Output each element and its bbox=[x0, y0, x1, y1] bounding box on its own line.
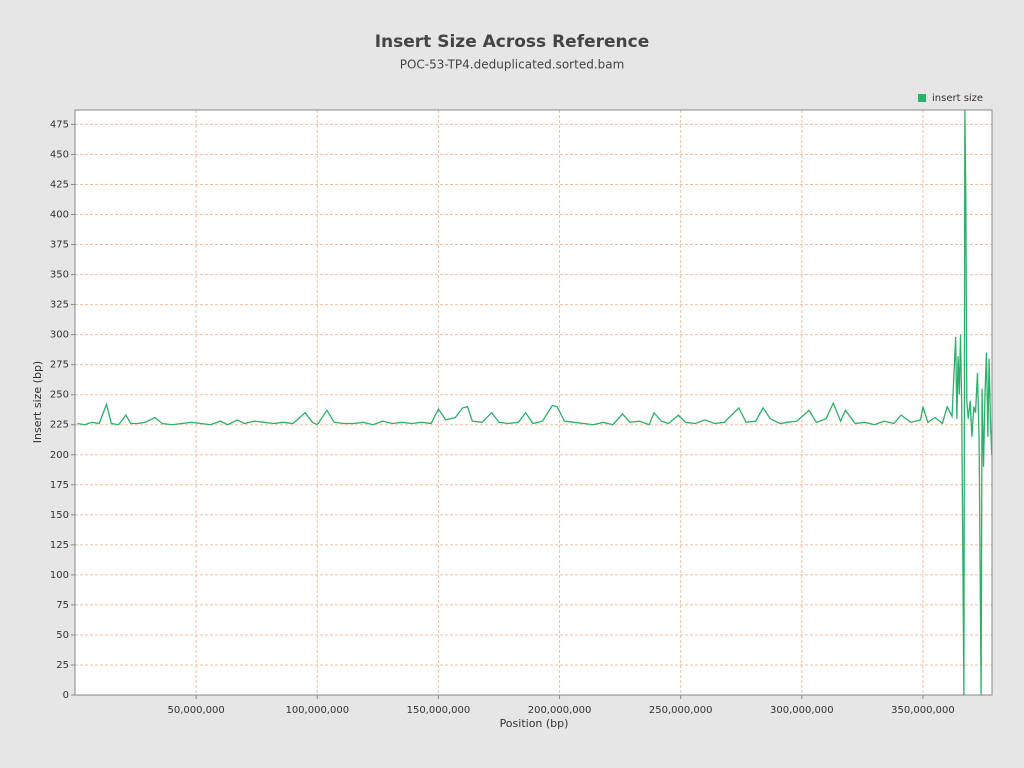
y-tick-label: 100 bbox=[50, 570, 69, 581]
plot-border bbox=[74, 109, 993, 696]
x-tick-label: 100,000,000 bbox=[285, 705, 349, 716]
y-tick-label: 375 bbox=[50, 240, 69, 251]
x-axis-label: Position (bp) bbox=[500, 717, 569, 730]
x-tick-label: 150,000,000 bbox=[407, 705, 471, 716]
y-tick-label: 425 bbox=[50, 179, 69, 190]
legend-swatch bbox=[918, 94, 926, 102]
y-tick-label: 25 bbox=[56, 660, 69, 671]
y-tick-label: 325 bbox=[50, 300, 69, 311]
x-tick-label: 300,000,000 bbox=[770, 705, 834, 716]
y-tick-label: 175 bbox=[50, 480, 69, 491]
x-tick-label: 50,000,000 bbox=[168, 705, 225, 716]
chart-title: Insert Size Across Reference bbox=[375, 32, 650, 52]
y-tick-label: 225 bbox=[50, 420, 69, 431]
y-tick-label: 200 bbox=[50, 450, 69, 461]
y-tick-label: 50 bbox=[56, 630, 69, 641]
x-tick-label: 250,000,000 bbox=[649, 705, 713, 716]
y-tick-label: 400 bbox=[50, 210, 69, 221]
chart-subtitle: POC-53-TP4.deduplicated.sorted.bam bbox=[400, 58, 625, 72]
y-tick-label: 350 bbox=[50, 270, 69, 281]
y-tick-label: 150 bbox=[50, 510, 69, 521]
y-tick-label: 0 bbox=[63, 690, 69, 701]
y-tick-label: 275 bbox=[50, 360, 69, 371]
y-tick-label: 450 bbox=[50, 149, 69, 160]
y-tick-label: 475 bbox=[50, 119, 69, 130]
x-tick-label: 200,000,000 bbox=[528, 705, 592, 716]
y-axis-label: Insert size (bp) bbox=[31, 361, 44, 443]
data-line bbox=[77, 110, 992, 695]
y-tick-label: 300 bbox=[50, 330, 69, 341]
y-tick-label: 125 bbox=[50, 540, 69, 551]
y-tick-label: 250 bbox=[50, 390, 69, 401]
plot-area bbox=[75, 110, 992, 695]
plot-layer bbox=[75, 110, 992, 696]
x-tick-label: 350,000,000 bbox=[891, 705, 955, 716]
y-tick-label: 75 bbox=[56, 600, 69, 611]
legend-label: insert size bbox=[932, 93, 983, 104]
